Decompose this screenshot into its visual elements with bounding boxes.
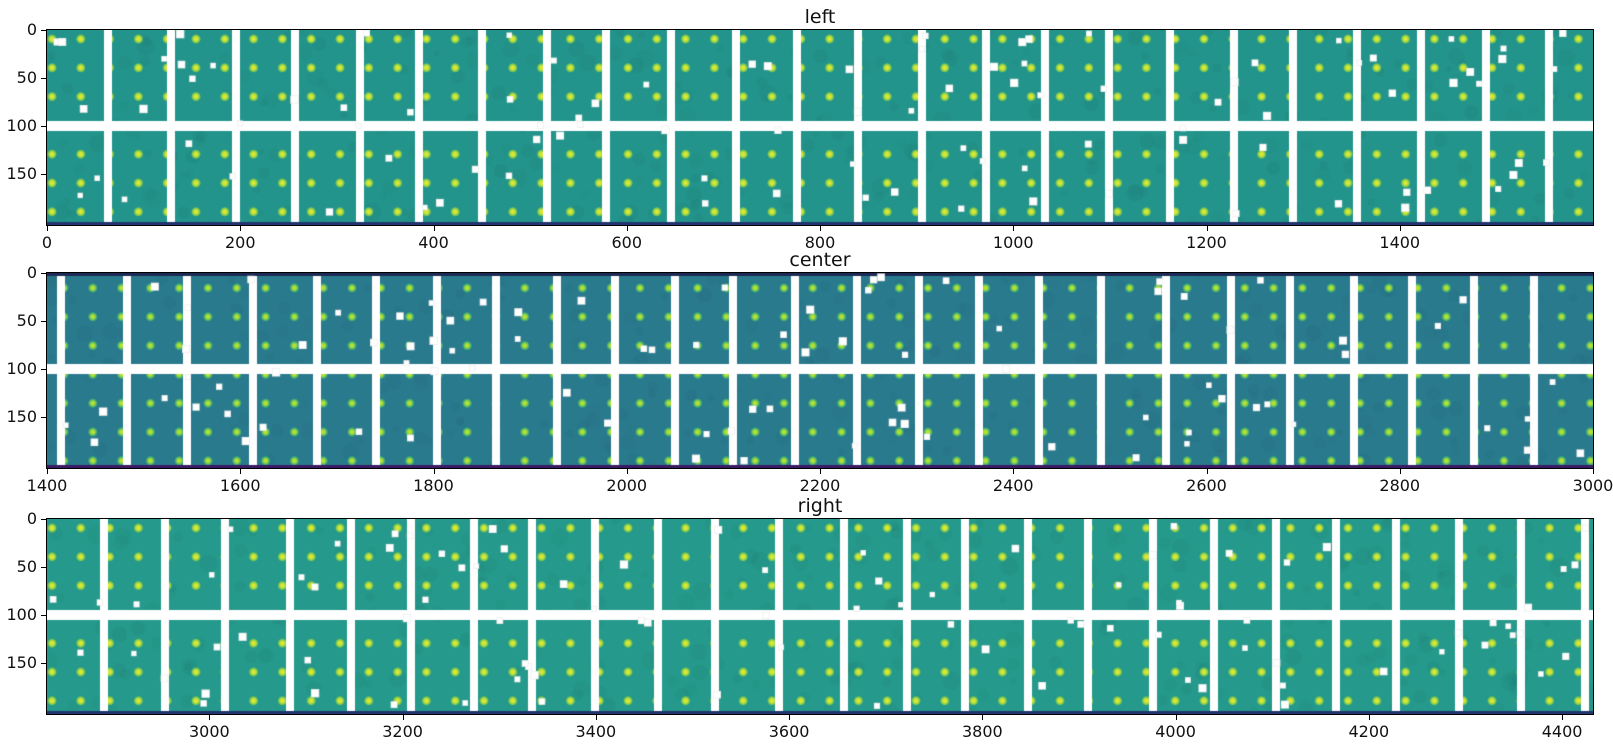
x-tick-mark (240, 469, 242, 474)
y-tick-mark (41, 78, 46, 79)
x-tick-label: 1000 (992, 233, 1034, 252)
y-tick-mark (41, 30, 46, 31)
y-tick-label: 50 (16, 557, 37, 576)
y-tick-label: 50 (16, 311, 37, 330)
x-tick-label: 3400 (575, 722, 617, 741)
x-tick-mark (626, 469, 628, 474)
x-tick-mark (1206, 469, 1208, 474)
x-tick-mark (1368, 715, 1370, 720)
x-tick-label: 1400 (26, 476, 68, 495)
x-tick-mark (1013, 469, 1015, 474)
y-tick-label: 150 (6, 164, 37, 183)
x-tick-label: 3600 (768, 722, 810, 741)
x-tick-label: 3200 (382, 722, 423, 741)
x-tick-label: 0 (41, 233, 53, 252)
x-tick-label: 3000 (188, 722, 230, 741)
panel-title-right: right (797, 495, 843, 517)
x-tick-label: 3000 (1572, 476, 1613, 495)
panel-right-image (47, 519, 1593, 714)
x-tick-label: 2000 (606, 476, 648, 495)
x-tick-mark (626, 226, 628, 231)
x-tick-mark (1013, 226, 1015, 231)
y-tick-mark (41, 321, 46, 322)
y-tick-label: 100 (6, 359, 37, 378)
y-tick-label: 0 (26, 20, 37, 39)
panel-title-center: center (789, 249, 851, 271)
x-tick-mark (47, 469, 48, 474)
y-tick-mark (41, 369, 46, 370)
x-tick-mark (1175, 715, 1177, 720)
x-tick-mark (1399, 469, 1401, 474)
y-tick-label: 100 (6, 605, 37, 624)
x-tick-mark (433, 226, 435, 231)
x-tick-label: 2800 (1379, 476, 1421, 495)
x-tick-label: 4400 (1541, 722, 1583, 741)
x-tick-mark (1593, 469, 1594, 474)
x-tick-label: 4200 (1348, 722, 1390, 741)
x-tick-mark (433, 469, 435, 474)
y-tick-mark (41, 174, 46, 175)
x-tick-label: 1800 (413, 476, 454, 495)
y-tick-label: 0 (26, 509, 37, 528)
y-tick-mark (41, 126, 46, 127)
x-tick-label: 3800 (961, 722, 1003, 741)
x-tick-mark (1562, 715, 1564, 720)
x-tick-mark (789, 715, 791, 720)
y-tick-label: 150 (6, 653, 37, 672)
x-tick-label: 1600 (219, 476, 261, 495)
x-tick-label: 800 (804, 233, 836, 252)
x-tick-mark (1399, 226, 1401, 231)
x-tick-label: 1400 (1379, 233, 1421, 252)
y-tick-mark (41, 519, 46, 520)
y-tick-mark (41, 417, 46, 418)
panel-left-plot (46, 29, 1594, 226)
y-tick-mark (41, 567, 46, 568)
y-tick-mark (41, 615, 46, 616)
x-tick-label: 400 (418, 233, 449, 252)
y-tick-label: 50 (16, 68, 37, 87)
y-tick-mark (41, 273, 46, 274)
y-tick-label: 150 (6, 407, 37, 426)
y-tick-mark (41, 663, 46, 664)
panel-left-image (47, 30, 1593, 225)
x-tick-mark (240, 226, 242, 231)
y-tick-label: 100 (6, 116, 37, 135)
panel-center-plot (46, 272, 1594, 469)
panel-right-plot (46, 518, 1594, 715)
x-tick-label: 2400 (992, 476, 1034, 495)
x-tick-mark (820, 226, 821, 231)
x-tick-label: 600 (611, 233, 643, 252)
x-tick-mark (47, 226, 48, 231)
x-tick-mark (1206, 226, 1208, 231)
panel-title-left: left (804, 6, 836, 28)
x-tick-label: 2200 (799, 476, 841, 495)
x-tick-mark (595, 715, 597, 720)
x-tick-mark (402, 715, 404, 720)
x-tick-mark (982, 715, 984, 720)
x-tick-mark (209, 715, 211, 720)
panel-center-image (47, 273, 1593, 468)
x-tick-label: 200 (224, 233, 256, 252)
x-tick-label: 4000 (1155, 722, 1196, 741)
y-tick-label: 0 (26, 263, 37, 282)
x-tick-label: 1200 (1186, 233, 1227, 252)
x-tick-label: 2600 (1186, 476, 1227, 495)
x-tick-mark (820, 469, 821, 474)
